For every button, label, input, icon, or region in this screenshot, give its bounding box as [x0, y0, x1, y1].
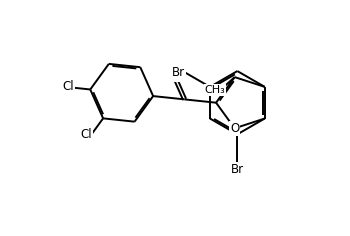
Text: Cl: Cl: [62, 80, 74, 93]
Text: O: O: [174, 68, 183, 81]
Text: O: O: [230, 122, 239, 135]
Text: CH₃: CH₃: [204, 85, 225, 95]
Text: Br: Br: [231, 163, 244, 176]
Text: Cl: Cl: [80, 128, 92, 141]
Text: Br: Br: [172, 66, 185, 79]
